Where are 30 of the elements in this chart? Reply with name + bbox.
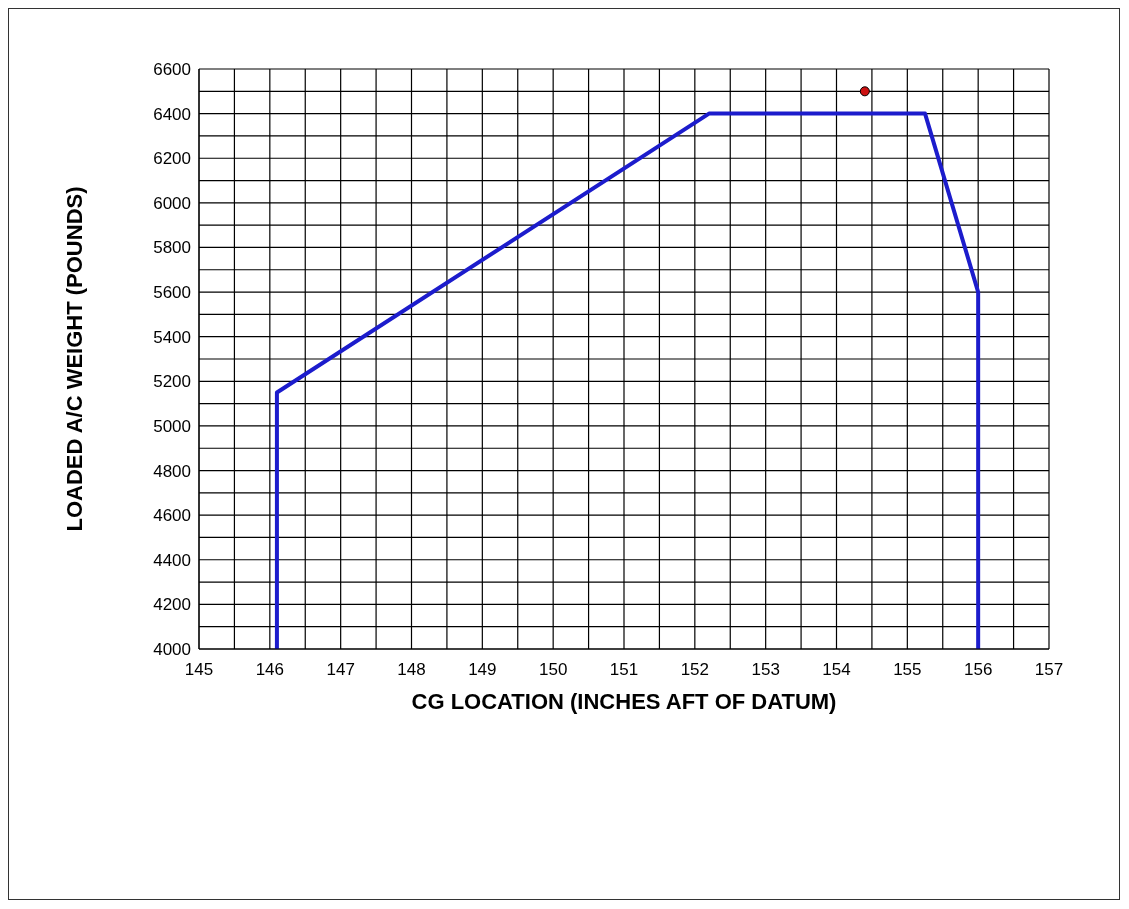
y-tick-label: 4200: [153, 595, 191, 615]
y-tick-label: 4600: [153, 506, 191, 526]
y-tick-label: 5600: [153, 283, 191, 303]
x-axis-title: CG LOCATION (INCHES AFT OF DATUM): [411, 689, 837, 714]
x-tick-label: 154: [822, 660, 851, 680]
y-axis-title: LOADED A/C WEIGHT (POUNDS): [61, 186, 87, 532]
x-tick-label: 152: [680, 660, 710, 680]
x-tick-label: 157: [1034, 660, 1064, 680]
y-tick-label: 6400: [153, 104, 191, 124]
y-tick-label: 4000: [153, 640, 191, 660]
x-tick-label: 148: [397, 660, 426, 680]
y-tick-label: 6600: [153, 60, 191, 80]
y-tick-label: 5400: [153, 327, 191, 347]
line-series: [274, 111, 981, 649]
y-tick-label: 4400: [153, 550, 191, 570]
x-tick-label: 145: [184, 660, 214, 680]
x-tick-label: 149: [468, 660, 497, 680]
x-tick-label: 153: [751, 660, 780, 680]
y-tick-label: 5800: [153, 238, 191, 258]
y-tick-label: 5200: [153, 372, 191, 392]
x-tick-label: 156: [963, 660, 993, 680]
x-tick-label: 150: [538, 660, 568, 680]
x-tick-label: 151: [609, 660, 639, 680]
y-tick-label: 6200: [153, 149, 191, 169]
y-tick-label: 6000: [153, 193, 191, 213]
x-tick-label: 146: [255, 660, 285, 680]
y-tick-label: 4800: [153, 461, 191, 481]
y-tick-label: 5000: [153, 416, 191, 436]
x-tick-label: 155: [893, 660, 922, 680]
x-tick-label: 147: [326, 660, 355, 680]
